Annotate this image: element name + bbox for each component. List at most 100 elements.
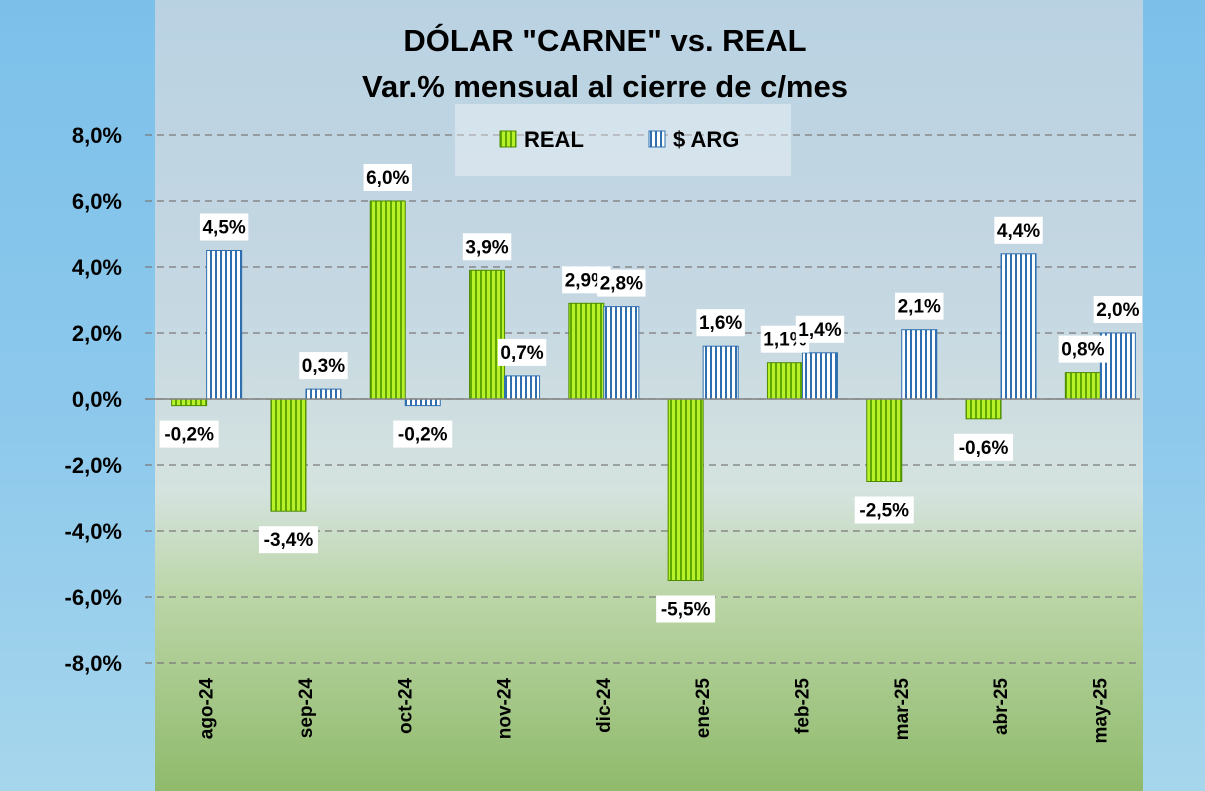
data-label-box <box>1058 335 1108 363</box>
bar-arg <box>206 250 243 400</box>
x-tick-label: oct-24 <box>395 678 416 734</box>
x-tick-label: ago-24 <box>197 678 218 740</box>
data-label-real: 3,9% <box>462 233 512 261</box>
data-label-real: -3,4% <box>258 526 318 554</box>
chart-subtitle: Var.% mensual al cierre de c/mes <box>362 69 848 104</box>
legend-swatch-arg <box>648 130 666 148</box>
data-label-arg: 2,0% <box>1093 296 1143 323</box>
data-label-arg: 1,6% <box>696 309 745 337</box>
x-tick-label: may-25 <box>1090 678 1111 744</box>
data-label-box <box>497 338 547 366</box>
legend-label-arg: $ ARG <box>673 127 739 152</box>
bar-real <box>568 302 605 400</box>
data-label-text: 2,0% <box>1096 300 1139 321</box>
bar-real <box>766 362 803 400</box>
data-label-text: -0,2% <box>398 425 448 446</box>
data-label-box <box>656 595 716 623</box>
x-tick-label: nov-24 <box>495 678 516 740</box>
bar-real <box>866 398 903 482</box>
y-tick-label: 4,0% <box>72 255 122 280</box>
data-label-text: -0,2% <box>164 425 214 446</box>
bar-real <box>171 398 208 407</box>
data-label-box <box>795 315 845 343</box>
data-label-text: 6,0% <box>366 168 409 189</box>
data-label-real: -2,5% <box>854 496 914 524</box>
data-label-real: 0,8% <box>1058 335 1108 363</box>
bar-real <box>965 398 1002 420</box>
chart-title: DÓLAR "CARNE" vs. REAL <box>403 22 806 58</box>
data-label-box <box>597 269 646 297</box>
legend: REAL $ ARG <box>455 104 791 176</box>
data-label-box <box>462 233 512 261</box>
data-label-text: 1,6% <box>699 313 742 334</box>
data-label-text: 2,8% <box>600 274 643 295</box>
bar-arg <box>801 352 838 400</box>
bar-real <box>469 269 506 400</box>
bar-arg <box>404 398 441 407</box>
data-label-text: 4,4% <box>997 221 1040 242</box>
data-label-text: -2,5% <box>859 501 909 522</box>
data-label-text: 2,1% <box>898 297 941 318</box>
data-label-text: -3,4% <box>264 530 314 551</box>
bar-arg <box>901 329 938 400</box>
x-tick-label: sep-24 <box>296 678 317 739</box>
x-tick-label: mar-25 <box>892 678 913 741</box>
y-tick-label: 6,0% <box>72 189 122 214</box>
data-label-arg: 4,4% <box>994 216 1043 244</box>
data-label-arg: -0,2% <box>393 420 453 448</box>
bar-real <box>667 398 704 581</box>
x-tick-label: dic-24 <box>594 678 615 733</box>
y-tick-label: 2,0% <box>72 321 122 346</box>
data-label-arg: 2,1% <box>895 292 944 320</box>
data-label-box <box>159 420 219 448</box>
y-axis-ticks: 8,0% 6,0% 4,0% 2,0% 0,0% -2,0% -4,0% -6,0% -8,0% <box>65 123 122 676</box>
data-label-real: -0,6% <box>954 433 1014 461</box>
data-label-real: 6,0% <box>363 164 412 191</box>
data-label-arg: 0,7% <box>497 338 547 366</box>
data-label-arg: 0,3% <box>299 352 348 380</box>
data-label-real: -5,5% <box>656 595 716 623</box>
data-label-arg: 2,8% <box>597 269 646 297</box>
x-tick-label: abr-25 <box>991 678 1012 735</box>
data-label-box <box>895 292 944 320</box>
y-tick-label: 8,0% <box>72 123 122 148</box>
data-label-text: 0,3% <box>302 356 345 377</box>
y-tick-label: -2,0% <box>65 453 122 478</box>
data-label-text: 0,8% <box>1061 340 1104 361</box>
bar-real <box>1064 372 1101 400</box>
data-label-box <box>299 352 348 380</box>
data-label-arg: 1,4% <box>795 315 845 343</box>
data-label-box <box>696 309 745 337</box>
data-label-box <box>363 164 412 191</box>
x-tick-label: feb-25 <box>792 678 813 734</box>
data-label-text: 1,4% <box>798 320 841 341</box>
data-label-text: -0,6% <box>959 438 1009 459</box>
data-label-box <box>854 496 914 524</box>
bar-arg <box>504 375 541 400</box>
data-label-text: 4,5% <box>202 218 245 239</box>
data-label-box <box>954 433 1014 461</box>
legend-label-real: REAL <box>524 127 584 152</box>
data-label-text: 3,9% <box>465 237 508 258</box>
data-label-box <box>258 526 318 554</box>
bar-arg <box>1000 253 1037 400</box>
data-label-arg: 4,5% <box>199 213 249 241</box>
bar-arg <box>603 306 640 400</box>
data-label-box <box>994 216 1043 244</box>
data-label-box <box>393 420 453 448</box>
data-labels: -0,2%4,5%-3,4%0,3%6,0%-0,2%3,9%0,7%2,9%2… <box>159 164 1143 623</box>
bars <box>171 200 1136 581</box>
y-tick-label: -6,0% <box>65 585 122 610</box>
x-tick-label: ene-25 <box>693 678 714 739</box>
data-label-text: 0,7% <box>500 343 543 364</box>
y-tick-label: -8,0% <box>65 651 122 676</box>
bar-real <box>369 200 406 400</box>
data-label-real: -0,2% <box>159 420 219 448</box>
y-tick-label: 0,0% <box>72 387 122 412</box>
data-label-box <box>1093 296 1143 323</box>
legend-swatch-real <box>499 130 517 148</box>
data-label-box <box>199 213 249 241</box>
y-tick-label: -4,0% <box>65 519 122 544</box>
x-axis-ticks: ago-24 sep-24 oct-24 nov-24 dic-24 ene-25 feb-… <box>197 678 1112 744</box>
